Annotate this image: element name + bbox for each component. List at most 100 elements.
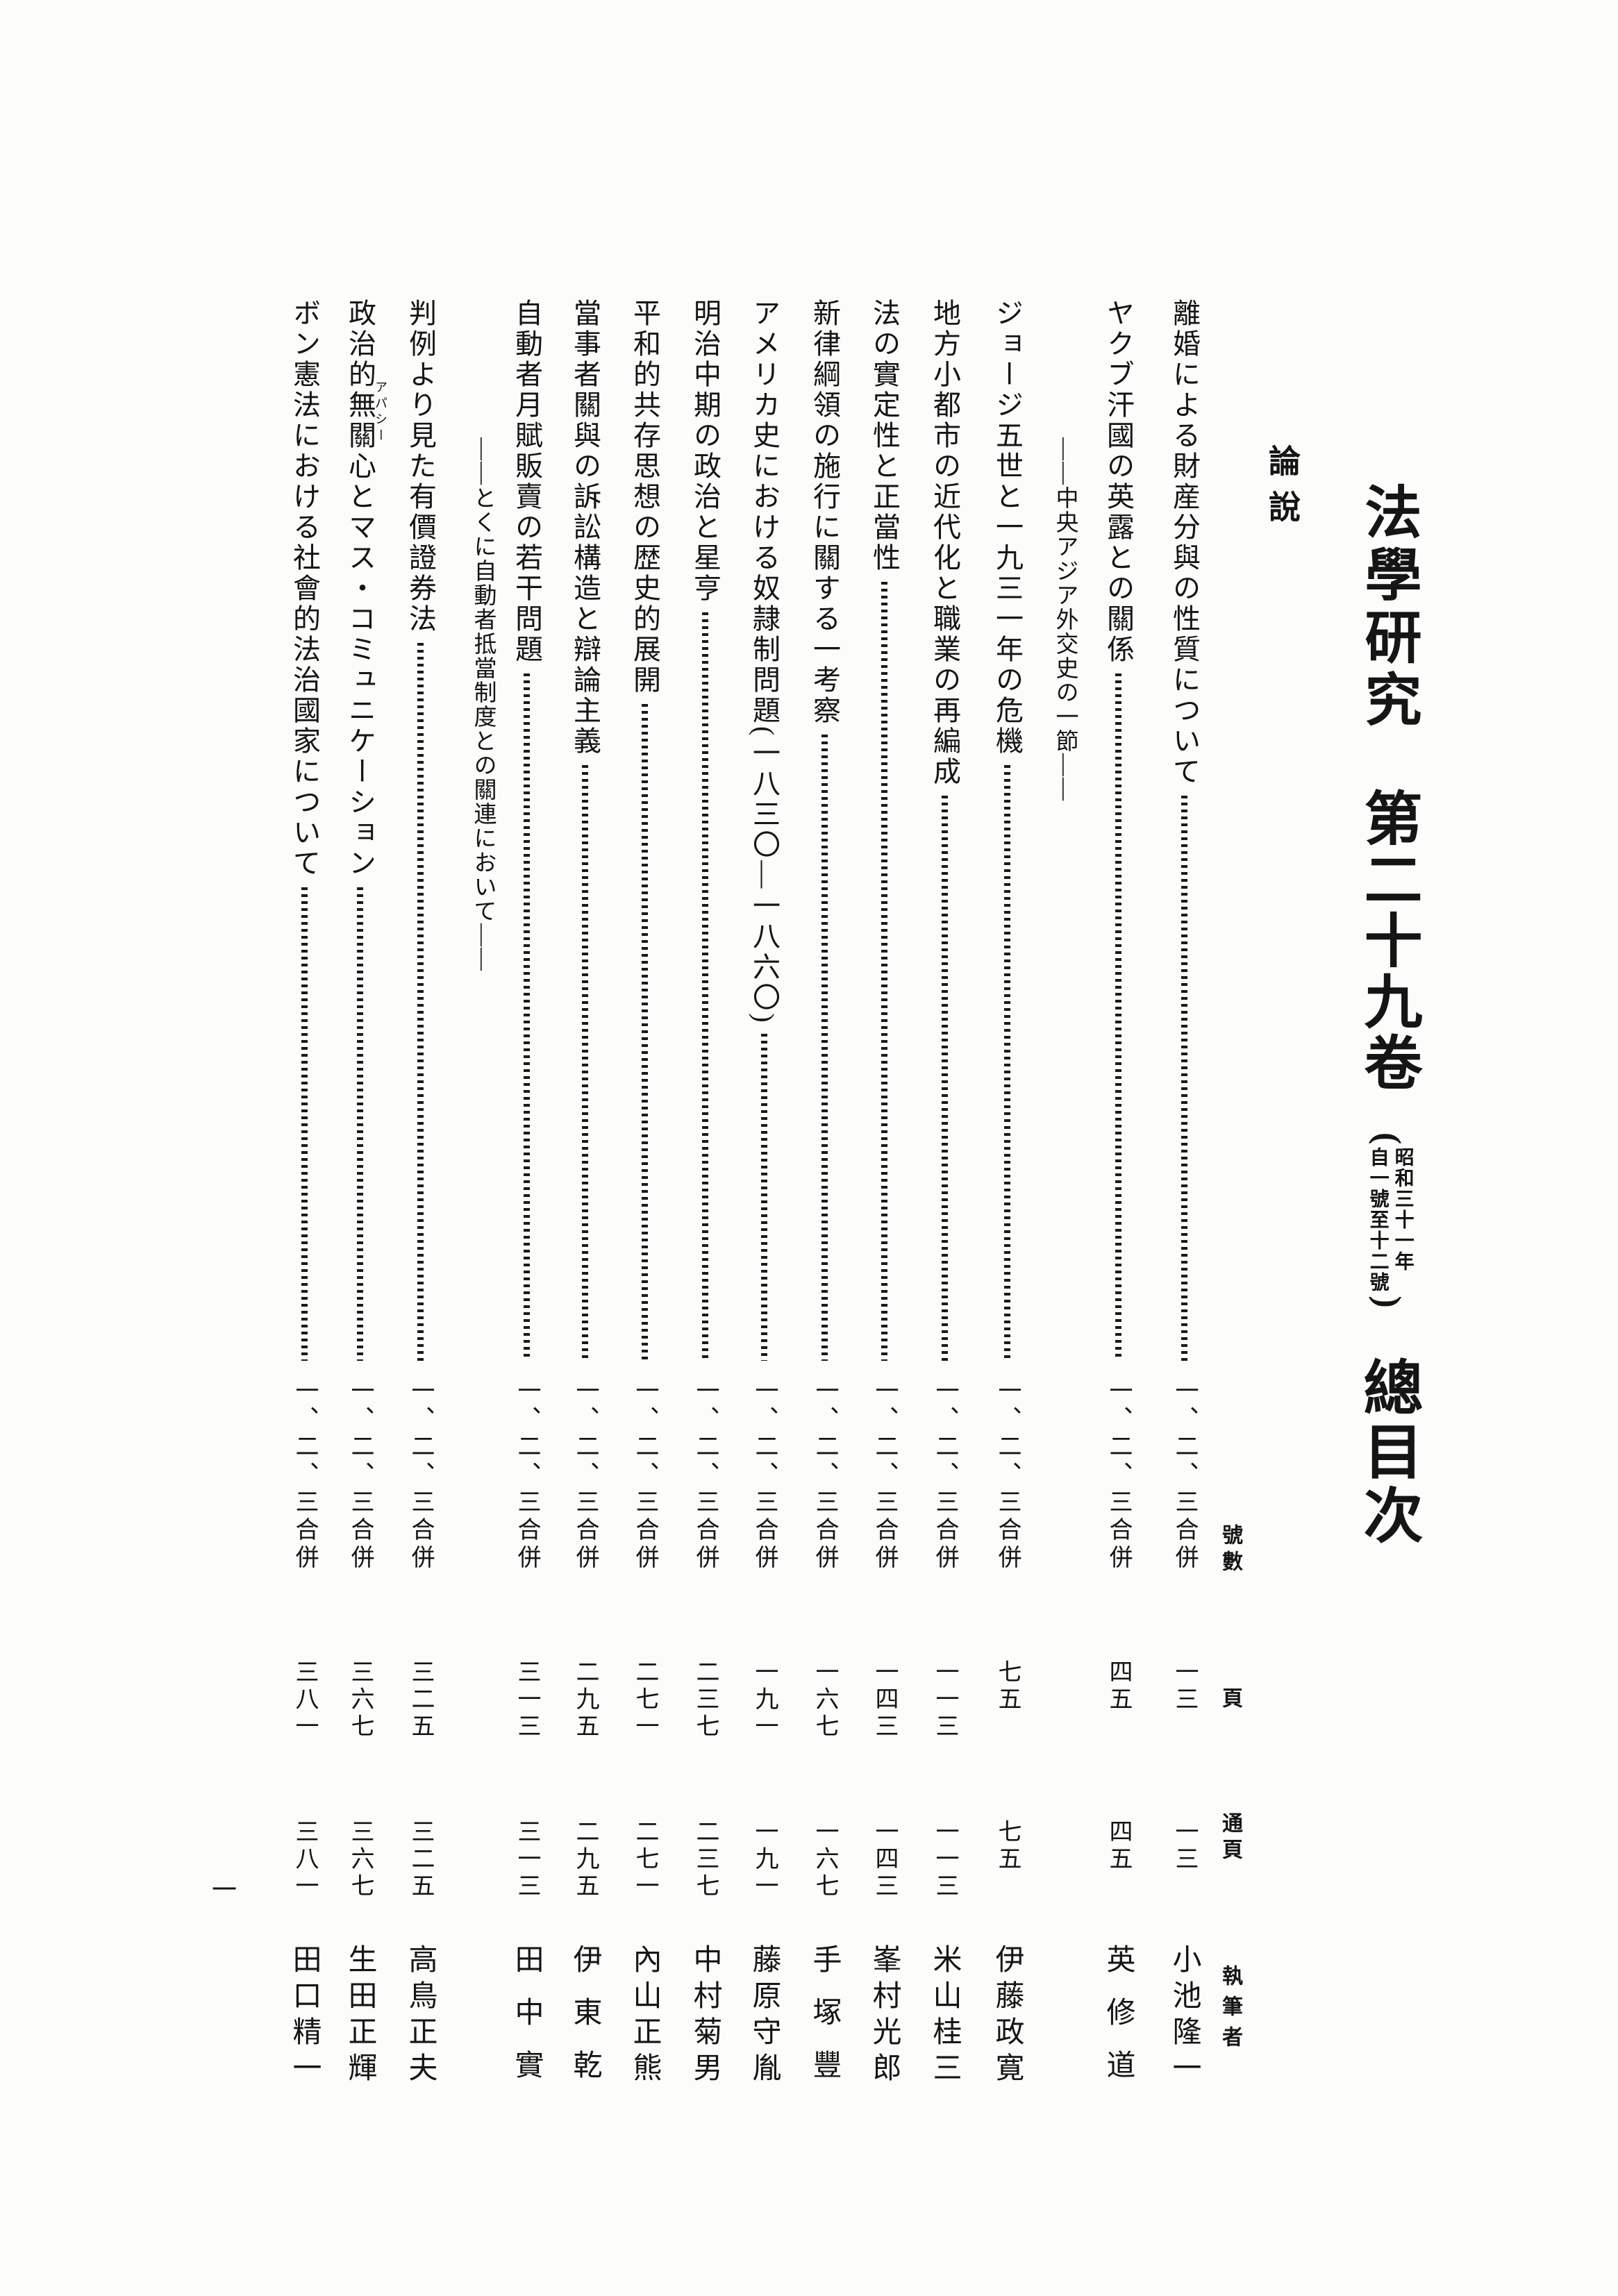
dotted-leader xyxy=(941,796,948,1361)
dotted-leader xyxy=(760,1033,767,1361)
toc-entry: 政治的無關心とマス・コミュニケーション xyxy=(343,299,376,1361)
article-title: 法の實定性と正當性 xyxy=(869,299,900,573)
author-name: 藤原守胤 xyxy=(748,1944,780,2088)
close-paren: ) xyxy=(1368,1296,1408,1308)
total-page-number: 二七一 xyxy=(632,1819,658,1900)
page-number: 三六七 xyxy=(347,1659,373,1741)
page-number: 一六七 xyxy=(812,1659,837,1741)
toc-entry: 地方小都市の近代化と職業の再編成 xyxy=(928,299,961,1361)
total-page-number: 二三七 xyxy=(692,1819,718,1900)
toc-entry: アメリカ史における奴隷制問題(一八三〇―一八六〇) xyxy=(747,299,781,1361)
ruby-annotation: アパシー xyxy=(374,380,387,444)
author-name: 伊東乾 xyxy=(569,1944,601,2102)
total-page-number: 三一三 xyxy=(514,1819,540,1900)
issue-numbers: 一、二、三合併 xyxy=(932,1378,958,1573)
toc-entry: ヤクブ汗國の英露との關係 xyxy=(1101,299,1135,1361)
open-paren: ( xyxy=(1368,1132,1408,1145)
author-name: 生田正輝 xyxy=(344,1944,376,2088)
issue-numbers: 一、二、三合併 xyxy=(692,1378,718,1573)
page-number: 二七一 xyxy=(632,1659,658,1741)
total-page-number: 七五 xyxy=(994,1819,1020,1873)
author-name: 伊藤政寛 xyxy=(991,1944,1023,2088)
toc-entry: 平和的共存思想の歴史的展開 xyxy=(628,299,661,1361)
article-title: ボン憲法における社會的法治國家について xyxy=(289,299,320,879)
article-title: 自動者月賦販賣の若干問題 xyxy=(511,299,542,665)
toc-entry: 離婚による財産分與の性質について xyxy=(1167,299,1201,1361)
article-title: 明治中期の政治と星亨 xyxy=(690,299,721,604)
section-heading: 論說 xyxy=(1265,444,1300,536)
issue-numbers: 一、二、三合併 xyxy=(514,1378,540,1573)
page-number: 二三七 xyxy=(692,1659,718,1741)
author-name: 內山正熊 xyxy=(628,1944,660,2088)
article-title: 政治的無關心とマス・コミュニケーション xyxy=(344,299,376,879)
page-number: 三二五 xyxy=(408,1659,433,1741)
volume-note-era: 昭和三十一年 xyxy=(1392,1147,1414,1273)
folio-page-number: 一 xyxy=(212,1876,237,1904)
article-subtitle: ――とくに自動者抵當制度との關連において―― xyxy=(470,437,495,972)
page-number: 一四三 xyxy=(871,1659,897,1741)
toc-entry: ジョージ五世と一九三一年の危機 xyxy=(990,299,1024,1361)
article-title: 新律綱領の施行に關する一考察 xyxy=(809,299,840,726)
issue-numbers: 一、二、三合併 xyxy=(292,1378,317,1573)
total-page-number: 一六七 xyxy=(812,1819,837,1900)
dotted-leader xyxy=(1181,796,1187,1361)
total-page-number: 二九五 xyxy=(572,1819,598,1900)
page-column-header: 頁 xyxy=(1219,1687,1242,1713)
volume-note: ( 昭和三十一年 自一號至十二號) xyxy=(1367,1132,1414,1308)
issue-numbers: 一、二、三合併 xyxy=(1171,1378,1197,1573)
page-number: 一一三 xyxy=(932,1659,958,1741)
volume-note-range: 自一號至十二號 xyxy=(1367,1147,1389,1293)
article-title: ジョージ五世と一九三一年の危機 xyxy=(992,299,1023,757)
dotted-leader xyxy=(641,704,648,1361)
author-column-header: 執筆者 xyxy=(1219,1965,1242,2056)
dotted-leader xyxy=(581,765,588,1361)
article-title: 當事者關與の訴訟構造と辯論主義 xyxy=(569,299,601,757)
total-page-number: 四五 xyxy=(1106,1819,1131,1873)
article-title: 平和的共存思想の歴史的展開 xyxy=(629,299,660,696)
total-page-number: 一四三 xyxy=(871,1819,897,1900)
dotted-leader xyxy=(356,887,363,1361)
article-title: 地方小都市の近代化と職業の再編成 xyxy=(929,299,960,787)
author-name: 小池隆一 xyxy=(1168,1944,1200,2088)
article-title: 判例より見た有價證券法 xyxy=(405,299,436,635)
author-name: 田口精一 xyxy=(288,1944,320,2088)
article-title: ヤクブ汗國の英露との關係 xyxy=(1103,299,1134,665)
page-number: 一三 xyxy=(1171,1659,1197,1713)
toc-entry: 新律綱領の施行に關する一考察 xyxy=(808,299,841,1361)
article-subtitle: ――中央アジア外交史の一節―― xyxy=(1052,437,1077,802)
issue-column-header: 號數 xyxy=(1219,1524,1242,1577)
toc-entry: ボン憲法における社會的法治國家について xyxy=(287,299,321,1361)
toc-entry: 當事者關與の訴訟構造と辯論主義 xyxy=(568,299,601,1361)
journal-title: 法學研究 xyxy=(1356,483,1419,732)
issue-numbers: 一、二、三合併 xyxy=(572,1378,598,1573)
dotted-leader xyxy=(701,612,708,1361)
dotted-leader xyxy=(1003,765,1010,1361)
toc-entry: 判例より見た有價證券法 xyxy=(403,299,437,1361)
issue-numbers: 一、二、三合併 xyxy=(812,1378,837,1573)
author-name: 高鳥正夫 xyxy=(404,1944,436,2088)
dotted-leader xyxy=(881,582,887,1361)
issue-numbers: 一、二、三合併 xyxy=(347,1378,373,1573)
author-name: 英修道 xyxy=(1102,1944,1134,2102)
issue-numbers: 一、二、三合併 xyxy=(994,1378,1020,1573)
article-title: 離婚による財産分與の性質について xyxy=(1169,299,1200,787)
volume-note-text: 昭和三十一年 自一號至十二號 xyxy=(1365,1147,1415,1293)
volume-number: 第二十九卷 xyxy=(1356,788,1420,1093)
page-number: 二九五 xyxy=(572,1659,598,1741)
page-number: 一九一 xyxy=(751,1659,777,1741)
author-name: 米山桂三 xyxy=(928,1944,960,2088)
author-name: 峯村光郎 xyxy=(868,1944,900,2088)
total-page-number: 一一三 xyxy=(932,1819,958,1900)
issue-numbers: 一、二、三合併 xyxy=(1106,1378,1131,1573)
toc-entry: 明治中期の政治と星亨 xyxy=(688,299,722,1361)
issue-numbers: 一、二、三合併 xyxy=(871,1378,897,1573)
issue-numbers: 一、二、三合併 xyxy=(408,1378,433,1573)
total-page-number: 三二五 xyxy=(408,1819,433,1900)
dotted-leader xyxy=(821,735,828,1361)
author-name: 中村菊男 xyxy=(689,1944,721,2088)
page-number: 三八一 xyxy=(292,1659,317,1741)
total-page-number: 三八一 xyxy=(292,1819,317,1900)
page-number: 七五 xyxy=(994,1659,1020,1713)
toc-title: 總目次 xyxy=(1354,1356,1421,1548)
